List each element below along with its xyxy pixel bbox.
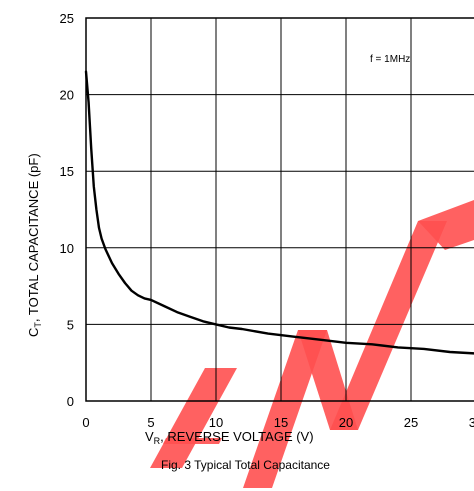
- x-tick-label: 30: [469, 415, 474, 430]
- x-tick-label: 20: [339, 415, 353, 430]
- figure-caption: Fig. 3 Typical Total Capacitance: [161, 458, 330, 472]
- watermark-stroke-5: [418, 200, 474, 250]
- frequency-annotation: f = 1MHz: [370, 54, 410, 65]
- y-tick-label: 25: [60, 11, 74, 26]
- y-axis-title-sub: T: [33, 322, 43, 328]
- y-tick-label: 15: [60, 164, 74, 179]
- y-axis-title-main: C: [26, 328, 41, 337]
- x-axis-title-main: V: [145, 429, 154, 444]
- plot-area: [85, 17, 474, 402]
- y-tick-label: 5: [67, 317, 74, 332]
- y-tick-label: 10: [60, 241, 74, 256]
- x-axis-title-rest: , REVERSE VOLTAGE (V): [160, 429, 313, 444]
- watermark-logo: [150, 200, 474, 488]
- y-tick-label: 0: [67, 394, 74, 409]
- watermark-stroke-1: [163, 438, 222, 444]
- grid-lines: [86, 18, 474, 401]
- x-axis-title: VR, REVERSE VOLTAGE (V): [145, 429, 314, 446]
- watermark-stroke-0: [150, 368, 237, 468]
- y-tick-labels: 0 5 10 15 20 25: [60, 11, 74, 409]
- y-axis-title-rest: , TOTAL CAPACITANCE (pF): [26, 153, 41, 322]
- x-tick-label: 5: [147, 415, 154, 430]
- x-axis-title-sub: R: [154, 436, 161, 446]
- x-tick-label: 0: [82, 415, 89, 430]
- watermark-stroke-4: [330, 221, 447, 430]
- x-tick-label: 10: [209, 415, 223, 430]
- y-axis-title: CT, TOTAL CAPACITANCE (pF): [26, 153, 43, 337]
- series-group: [84, 70, 474, 355]
- series-line-0: [84, 70, 474, 355]
- x-tick-labels: 0 5 10 15 20 25 30: [82, 415, 474, 430]
- x-tick-label: 25: [404, 415, 418, 430]
- y-tick-label: 20: [60, 88, 74, 103]
- x-tick-label: 15: [274, 415, 288, 430]
- watermark-stroke-2: [243, 330, 327, 488]
